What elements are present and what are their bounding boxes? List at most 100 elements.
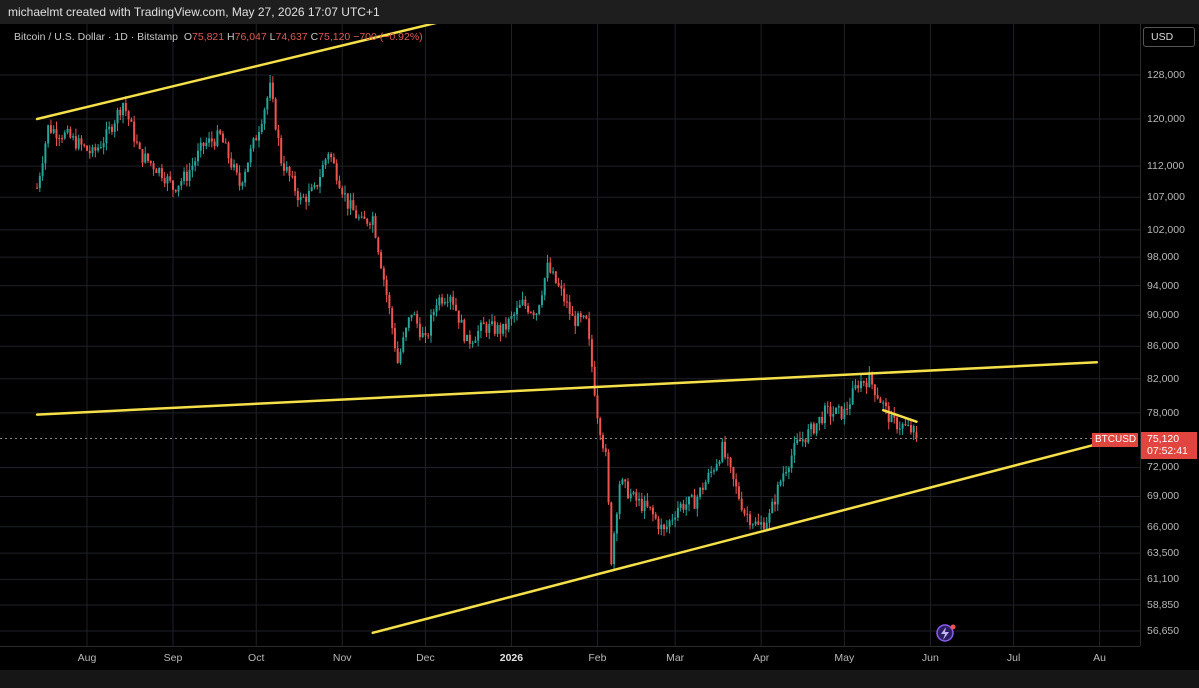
trendline[interactable] (881, 408, 918, 423)
candle-body (724, 441, 727, 458)
candle-body (296, 191, 299, 201)
indicator-icon[interactable] (936, 624, 956, 642)
candle-body (588, 318, 591, 340)
candle-body (663, 524, 666, 530)
candle-body (823, 405, 826, 424)
currency-button[interactable]: USD (1143, 27, 1195, 47)
candle-body (596, 395, 599, 419)
candle-body (801, 439, 804, 442)
candle-body (860, 381, 862, 389)
candle-body (854, 385, 857, 389)
candle-body (246, 162, 249, 172)
legend-low: 74,637 (275, 31, 308, 43)
candle-body (812, 423, 815, 434)
candle-body (366, 218, 369, 224)
price-scale[interactable] (1140, 24, 1199, 646)
candle-body (626, 481, 629, 499)
candle-body (208, 138, 211, 143)
candle-body (718, 461, 721, 465)
candle-body (86, 145, 88, 151)
candle-body (818, 416, 821, 424)
candle-body (679, 503, 682, 508)
candle-body (743, 509, 746, 514)
candle-body (851, 388, 854, 405)
candle-body (704, 481, 707, 490)
y-tick-label: 61,100 (1147, 573, 1180, 586)
candle-body (554, 271, 557, 283)
candle-body (846, 408, 849, 410)
candle-body (124, 103, 127, 112)
candle-body (258, 132, 260, 141)
candle-body (63, 132, 66, 139)
candle-body (357, 217, 360, 219)
y-tick-label: 102,000 (1147, 223, 1185, 236)
candle-body (138, 142, 141, 150)
candle-body (183, 171, 186, 182)
candle-body (463, 319, 466, 342)
candle-body (324, 159, 327, 165)
candle-body (363, 216, 366, 219)
candle-body (488, 323, 491, 333)
candle-body (269, 82, 272, 98)
trendline[interactable] (35, 361, 1099, 416)
time-scale[interactable] (0, 646, 1140, 671)
candle-body (380, 252, 383, 269)
candle-body (335, 163, 338, 181)
y-tick-label: 66,000 (1147, 520, 1180, 533)
candle-body (909, 425, 912, 433)
candle-body (385, 279, 388, 295)
candle-body (160, 168, 163, 179)
candle-body (460, 319, 463, 323)
x-tick-label: Au (1093, 652, 1106, 664)
candle-body (532, 312, 535, 315)
candle-body (155, 169, 158, 174)
y-tick-label: 98,000 (1147, 251, 1180, 264)
candle-body (479, 322, 482, 331)
candle-body (341, 188, 344, 195)
candle-body (496, 325, 499, 334)
candle-body (529, 312, 532, 314)
candle-body (707, 472, 710, 482)
candle-body (105, 129, 108, 144)
symbol-tag: BTCUSD (1092, 433, 1138, 447)
candle-body (177, 185, 180, 192)
legend-open-label: O (183, 31, 192, 43)
candle-body (288, 166, 291, 176)
candle-body (574, 315, 577, 326)
candle-body (757, 521, 760, 525)
candle-body (510, 315, 513, 319)
candle-body (649, 506, 652, 508)
candle-body (676, 507, 679, 518)
x-tick-label: Apr (752, 652, 770, 664)
candle-body (421, 333, 424, 338)
candle-body (133, 121, 136, 142)
candle-body (127, 111, 130, 120)
trendline[interactable] (371, 442, 1099, 635)
candle-body (721, 441, 724, 462)
candle-body (749, 514, 752, 525)
candle-body (657, 518, 660, 530)
trendline[interactable] (35, 0, 869, 121)
candle-body (319, 176, 322, 187)
candle-body (260, 123, 263, 133)
candle-body (169, 176, 172, 181)
trendlines (35, 0, 1099, 635)
candle-body (454, 304, 457, 311)
candle-body (599, 418, 602, 436)
candle-body (688, 496, 690, 505)
candle-body (904, 424, 907, 426)
chart-area[interactable] (0, 24, 1140, 646)
candle-body (38, 176, 41, 188)
candle-body (424, 333, 427, 336)
candle-body (191, 165, 194, 171)
candle-body (352, 200, 355, 211)
candle-body (213, 141, 216, 146)
candle-body (782, 473, 785, 482)
candle-body (815, 423, 818, 434)
candle-body (307, 190, 310, 202)
candle-body (435, 305, 438, 312)
candle-body (227, 142, 230, 159)
candle-body (291, 175, 294, 177)
candle-body (255, 138, 258, 141)
